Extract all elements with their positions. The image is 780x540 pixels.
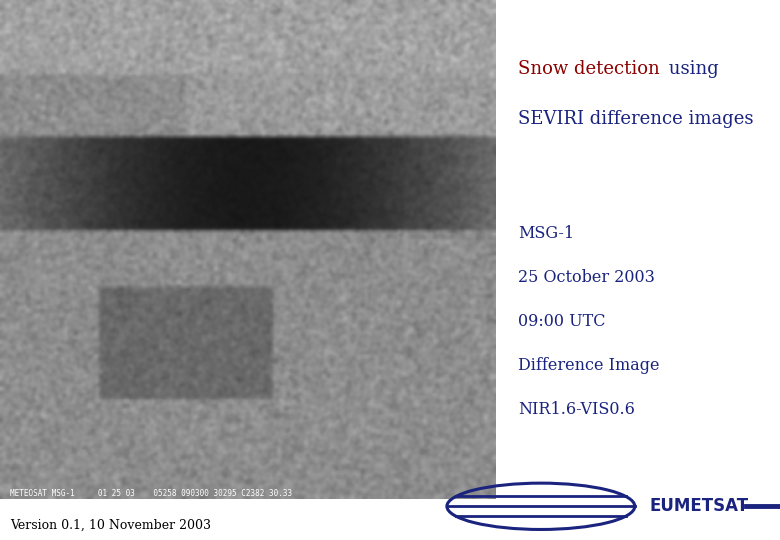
Text: Difference Image: Difference Image [518,356,660,374]
Text: EUMETSAT: EUMETSAT [649,497,748,515]
Text: Snow detection: Snow detection [518,60,660,78]
Text: NIR1.6-VIS0.6: NIR1.6-VIS0.6 [518,401,635,417]
Text: 25 October 2003: 25 October 2003 [518,269,655,286]
Text: SEVIRI difference images: SEVIRI difference images [518,110,753,128]
Text: 09:00 UTC: 09:00 UTC [518,313,605,330]
Text: METEOSAT MSG-1     01 25 03    05258 090300 30295 C2382 30.33: METEOSAT MSG-1 01 25 03 05258 090300 302… [10,489,292,498]
Text: Version 0.1, 10 November 2003: Version 0.1, 10 November 2003 [10,518,211,531]
Text: MSG-1: MSG-1 [518,225,574,242]
Text: using: using [663,60,719,78]
